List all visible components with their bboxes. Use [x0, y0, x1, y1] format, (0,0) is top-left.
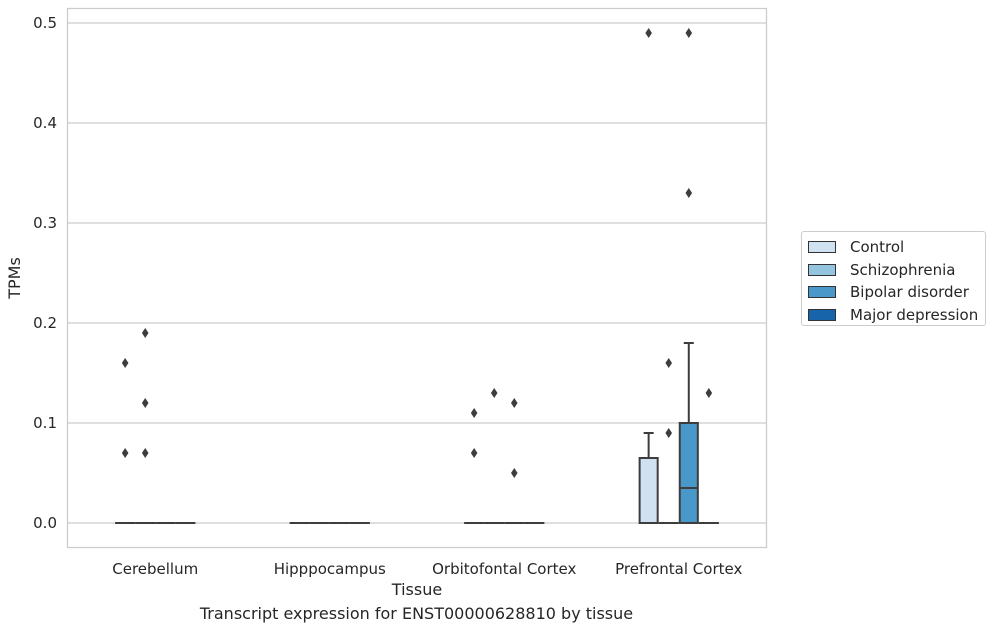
legend-item-schizophrenia: Schizophrenia — [802, 259, 985, 282]
y-tick-label: 0.0 — [33, 514, 57, 532]
outlier-point — [665, 358, 673, 368]
y-tick-label: 0.3 — [33, 214, 57, 232]
legend-label-bipolar-disorder: Bipolar disorder — [850, 283, 969, 302]
legend-item-bipolar-disorder: Bipolar disorder — [802, 281, 985, 304]
outlier-point — [705, 388, 713, 398]
legend-swatch-major-depression — [808, 308, 836, 321]
legend-swatch-schizophrenia — [808, 263, 836, 276]
x-axis-label: Tissue — [391, 580, 442, 599]
legend-label-major-depression: Major depression — [850, 305, 979, 324]
legend-label-schizophrenia: Schizophrenia — [850, 260, 956, 279]
legend-item-control: Control — [802, 236, 985, 259]
outlier-point — [685, 28, 693, 38]
outlier-point — [470, 408, 478, 418]
plot-frame — [66, 7, 768, 549]
outlier-point — [510, 468, 518, 478]
y-axis-label: TPMs — [5, 257, 24, 300]
outlier-point — [470, 448, 478, 458]
y-tick-label: 0.5 — [33, 14, 57, 32]
legend-swatch-bipolar-disorder — [808, 286, 836, 299]
chart-caption: Transcript expression for ENST0000062881… — [199, 604, 634, 623]
outlier-point — [490, 388, 498, 398]
gridlines — [68, 22, 766, 524]
outlier-point — [685, 188, 693, 198]
box — [678, 422, 699, 524]
legend-item-major-depression: Major depression — [802, 304, 985, 327]
y-tick-labels: 0.0 0.1 0.2 0.3 0.4 0.5 — [33, 14, 57, 532]
box — [638, 457, 659, 524]
x-tick-labels: Cerebellum Hipppocampus Orbitofontal Corte… — [112, 560, 742, 578]
y-tick-label: 0.4 — [33, 114, 57, 132]
outlier-point — [645, 28, 652, 38]
x-tick-label: Hipppocampus — [274, 560, 386, 578]
box-plot-marks — [115, 28, 719, 524]
outlier-point — [665, 428, 673, 438]
y-tick-label: 0.2 — [33, 314, 57, 332]
legend-label-control: Control — [850, 238, 905, 257]
outlier-point — [141, 328, 149, 338]
x-tick-label: Orbitofontal Cortex — [432, 560, 576, 578]
x-tick-label: Cerebellum — [112, 560, 198, 578]
outlier-point — [510, 398, 518, 408]
outlier-point — [121, 448, 129, 458]
x-tick-label: Prefrontal Cortex — [615, 560, 742, 578]
y-tick-label: 0.1 — [33, 414, 57, 432]
legend: Control Schizophrenia Bipolar disorder M… — [801, 231, 986, 326]
outlier-point — [121, 358, 129, 368]
legend-swatch-control — [808, 241, 836, 254]
outlier-point — [141, 398, 149, 408]
outlier-point — [141, 448, 149, 458]
